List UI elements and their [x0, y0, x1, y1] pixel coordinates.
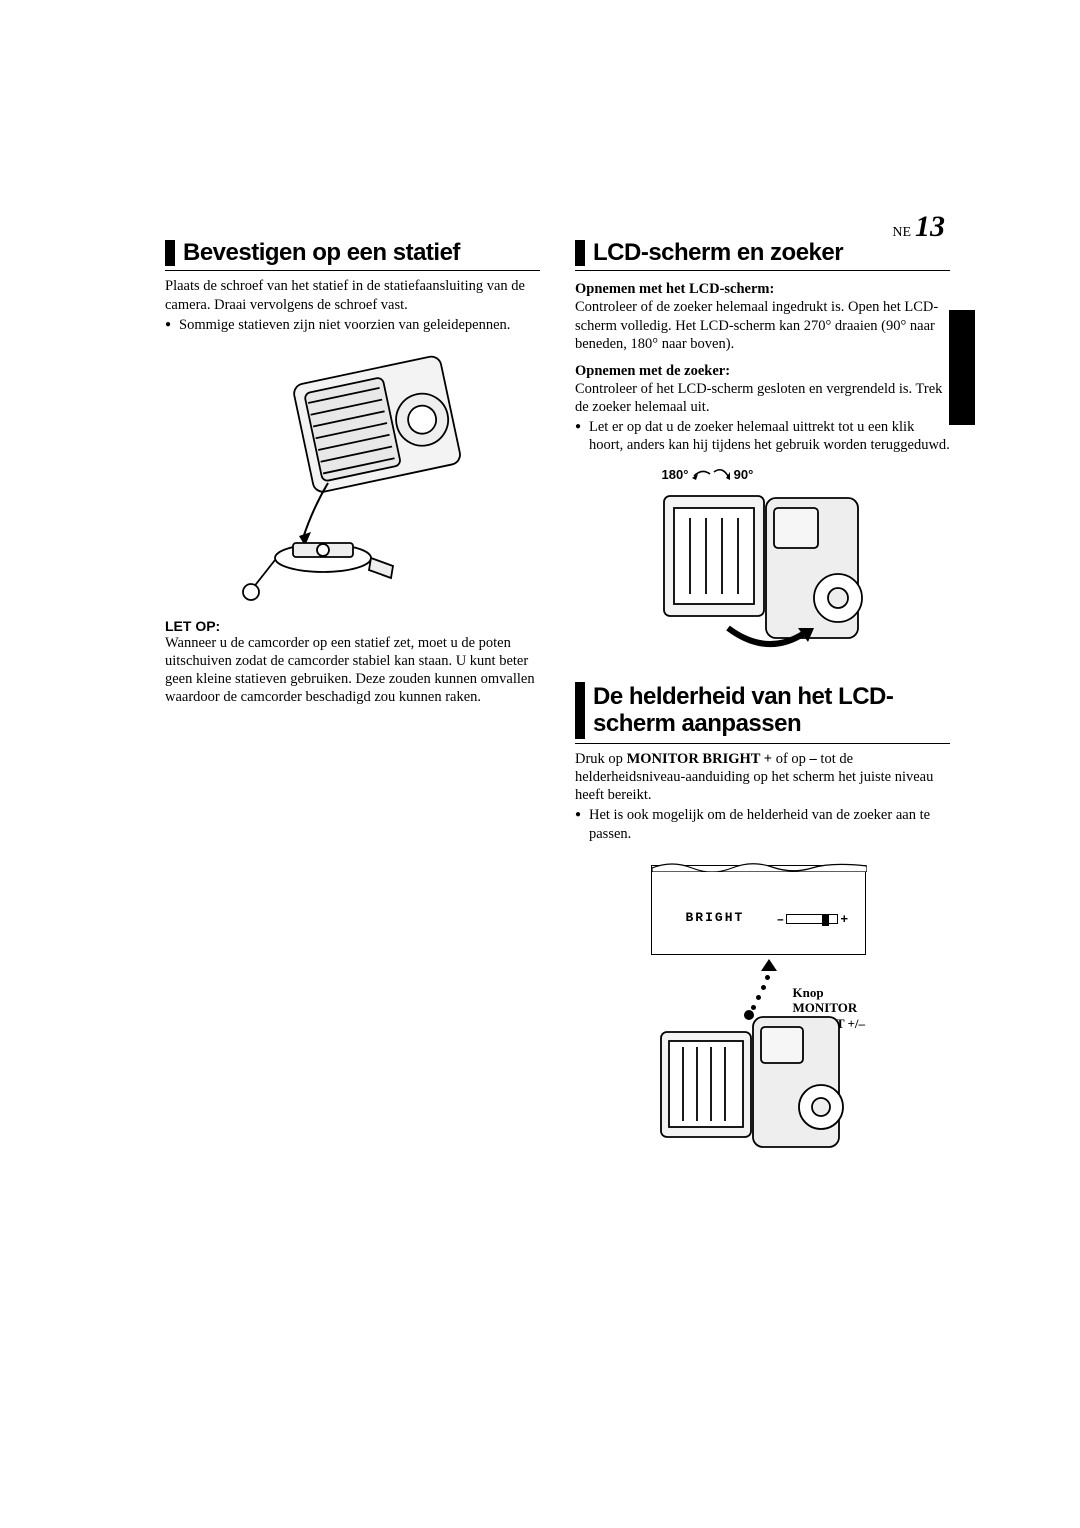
bi-bold1: MONITOR BRIGHT + [627, 751, 773, 767]
tripod-bullet-1: Sommige statieven zijn niet voorzien van… [165, 316, 540, 334]
page-prefix: NE [892, 225, 911, 240]
figure-tripod-art [233, 348, 473, 608]
left-column: Bevestigen op een statief Plaats de schr… [165, 240, 540, 1177]
heading-bar [165, 240, 175, 266]
brightness-intro: Druk op MONITOR BRIGHT + of op – tot de … [575, 750, 950, 804]
page-number: NE 13 [892, 210, 945, 244]
lcd-rotate-svg [638, 468, 888, 668]
angle-arrows-icon [692, 466, 730, 482]
angle-180: 180° [662, 467, 689, 482]
figure-tripod [165, 348, 540, 608]
page-number-value: 13 [915, 210, 945, 243]
heading-tripod-title: Bevestigen op een statief [183, 240, 460, 266]
letop-label: LET OP: [165, 618, 540, 634]
bi-bold2: – [810, 751, 817, 767]
heading-brightness-title: De helderheid van het LCD-scherm aanpass… [593, 682, 950, 739]
tripod-bullets: Sommige statieven zijn niet voorzien van… [165, 316, 540, 334]
brightness-bullets: Het is ook mogelijk om de helderheid van… [575, 806, 950, 842]
bi-b: of op [772, 751, 809, 767]
letop-text: Wanneer u de camcorder op een statief ze… [165, 634, 540, 707]
heading-lcd: LCD-scherm en zoeker [575, 240, 950, 271]
subhead-lcd: Opnemen met het LCD-scherm: [575, 281, 950, 298]
tripod-svg [233, 348, 473, 608]
heading-bar [575, 682, 585, 739]
lcd-text: Controleer of de zoeker helemaal ingedru… [575, 298, 950, 352]
heading-lcd-title: LCD-scherm en zoeker [593, 240, 843, 266]
heading-bar [575, 240, 585, 266]
right-column: LCD-scherm en zoeker Opnemen met het LCD… [575, 240, 950, 1177]
figure-brightness-art: BRIGHT – + [633, 857, 893, 1167]
subhead-viewfinder: Opnemen met de zoeker: [575, 363, 950, 380]
thumb-tab [949, 310, 975, 425]
angle-labels: 180° 90° [662, 466, 754, 482]
viewfinder-text: Controleer of het LCD-scherm gesloten en… [575, 380, 950, 416]
heading-brightness: De helderheid van het LCD-scherm aanpass… [575, 682, 950, 744]
figure-brightness: BRIGHT – + [575, 857, 950, 1167]
viewfinder-bullet-1: Let er op dat u de zoeker helemaal uittr… [575, 418, 950, 454]
viewfinder-bullets: Let er op dat u de zoeker helemaal uittr… [575, 418, 950, 454]
brightness-svg [633, 857, 893, 1167]
brightness-bullet-1: Het is ook mogelijk om de helderheid van… [575, 806, 950, 842]
heading-tripod: Bevestigen op een statief [165, 240, 540, 271]
bi-a: Druk op [575, 751, 627, 767]
tripod-intro: Plaats de schroef van het statief in de … [165, 277, 540, 313]
figure-lcd-rotate: 180° 90° [575, 468, 950, 668]
angle-90: 90° [734, 467, 754, 482]
figure-lcd-art: 180° 90° [638, 468, 888, 668]
